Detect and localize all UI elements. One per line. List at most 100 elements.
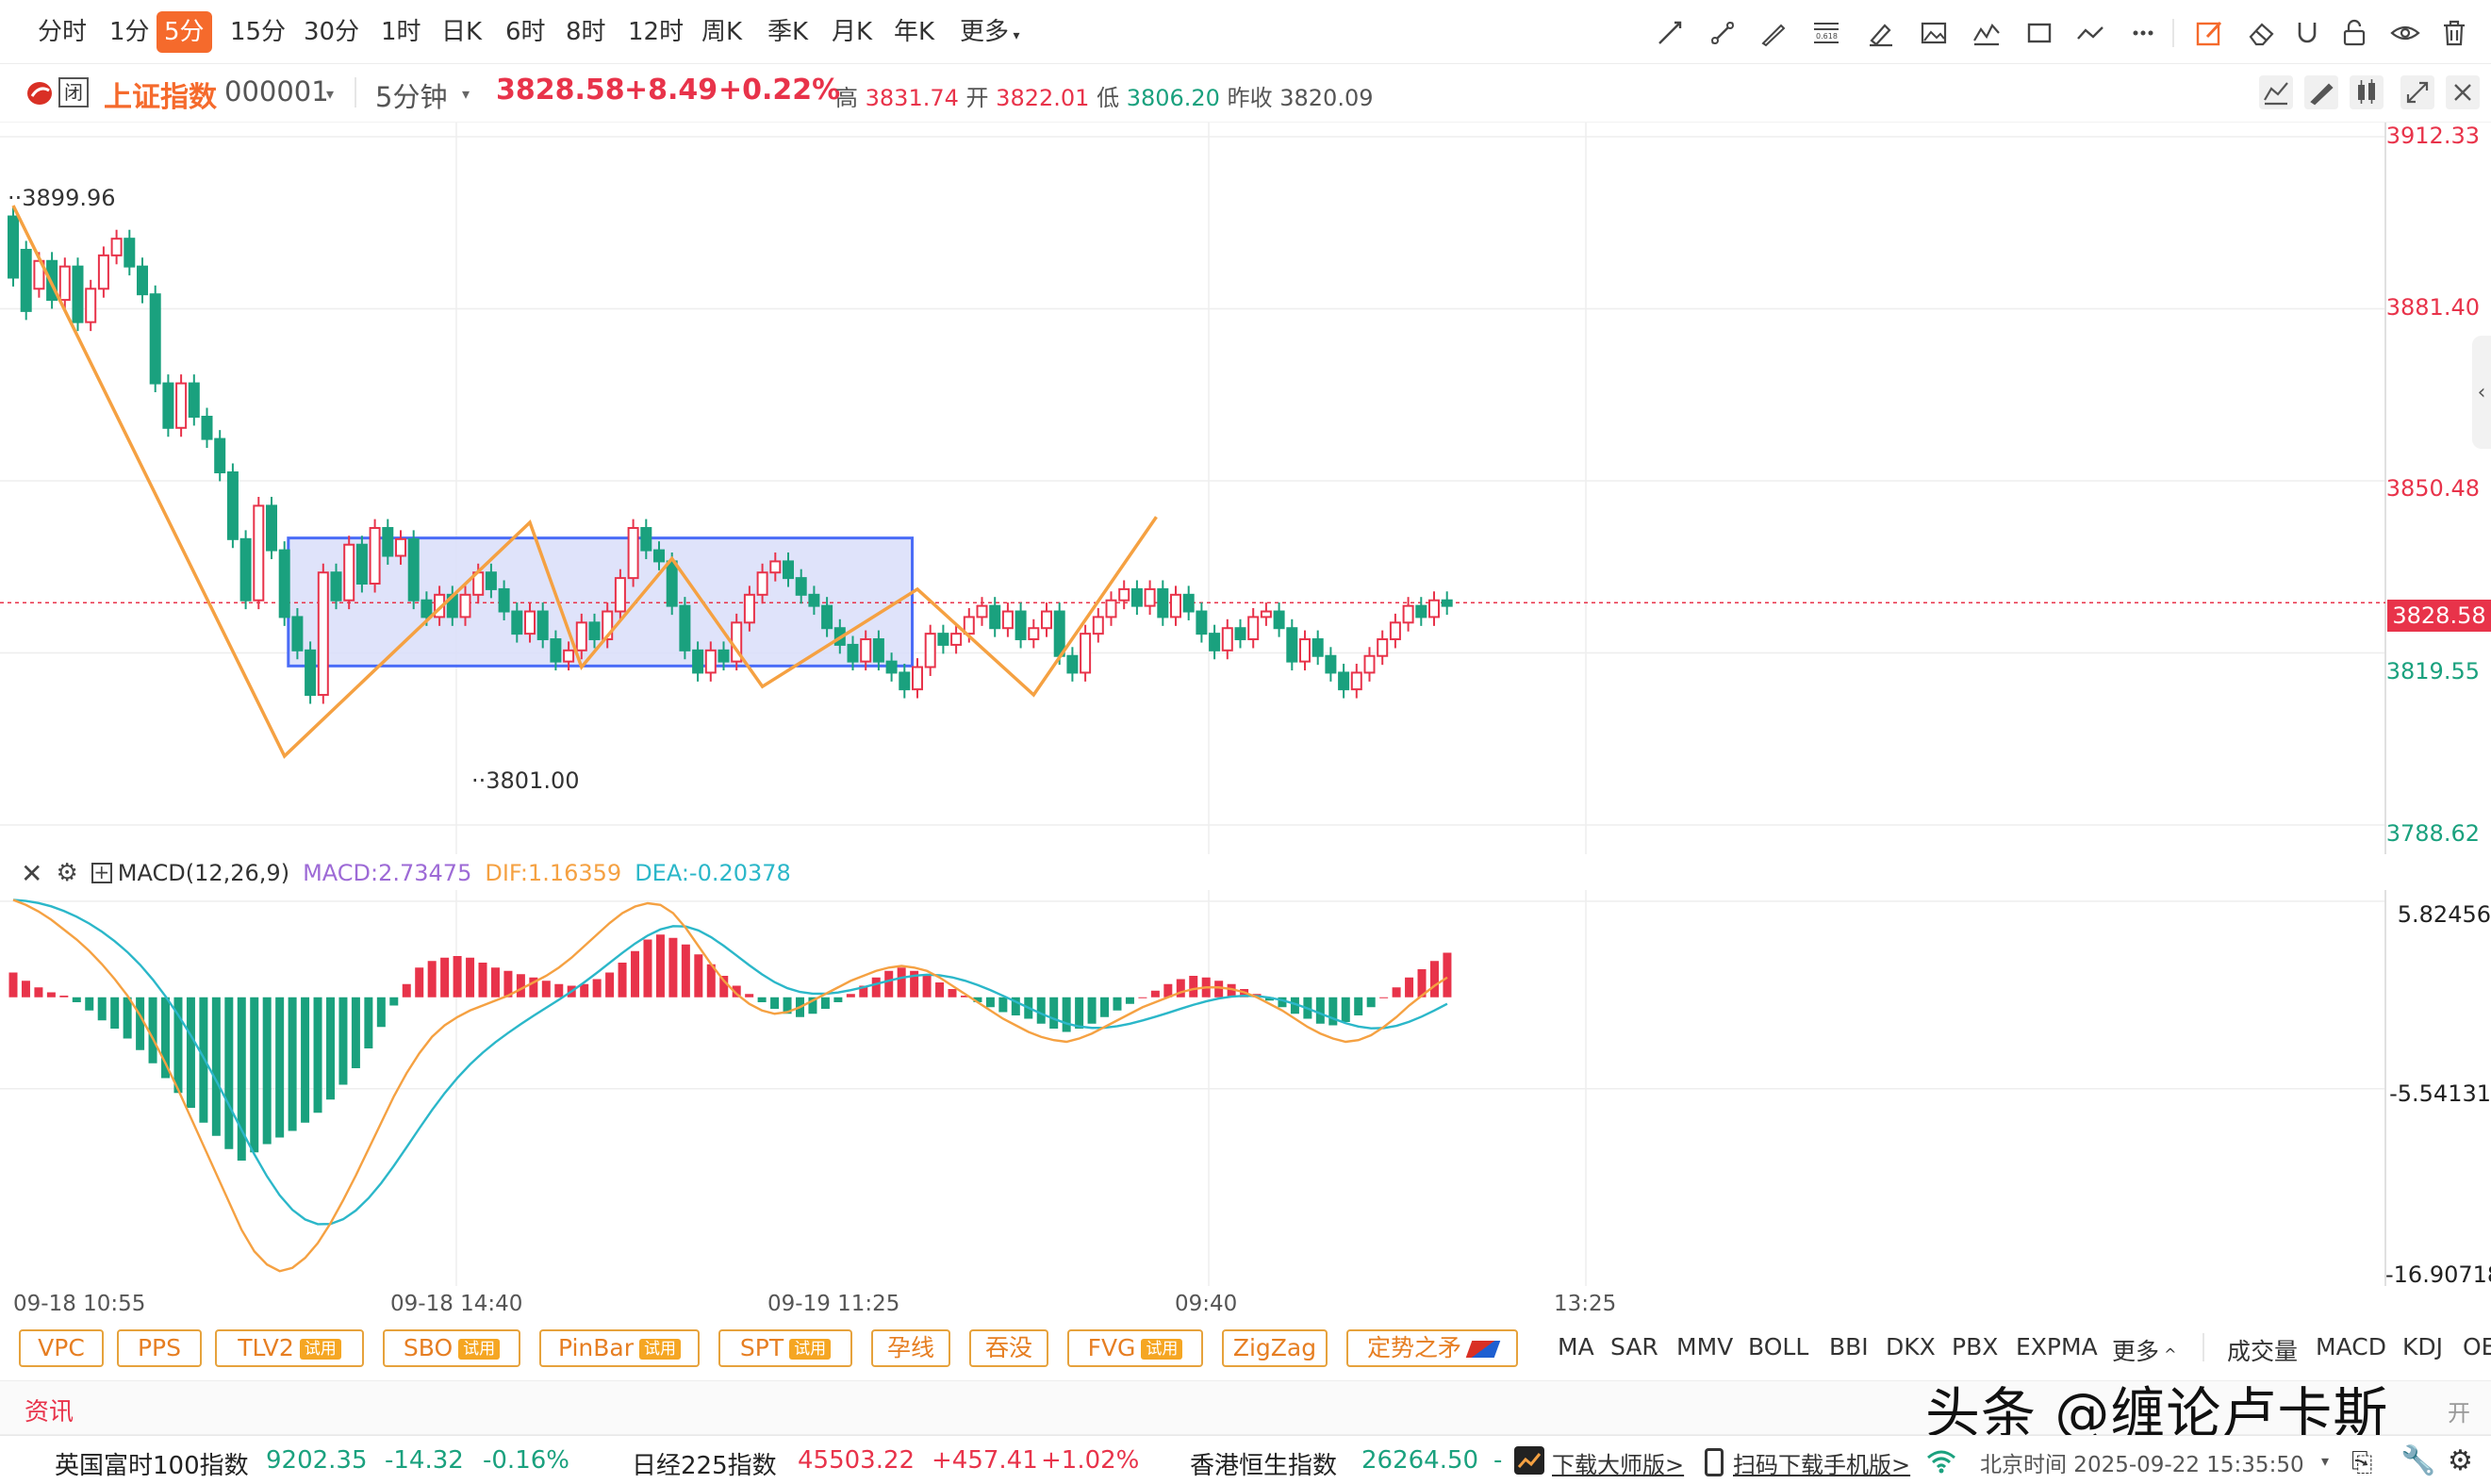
download-desktop-link[interactable]: 下载大师版> [1552,1452,1685,1478]
candle-down [1066,654,1079,674]
macd-bar-negative [1036,997,1046,1024]
trial-badge: 试用 [299,1339,341,1360]
magnet-icon[interactable] [2291,17,2323,49]
news-expand-button[interactable]: 开 [2448,1400,2470,1426]
interval-label[interactable]: 5分钟 [375,81,448,113]
image-icon[interactable] [1918,17,1950,49]
attachment-icon[interactable]: ⎘ [2351,1446,2373,1477]
footer-settings-icon[interactable]: ⚙ [2448,1444,2473,1477]
draw-mode-icon[interactable] [2193,17,2225,49]
add-indicator-icon[interactable]: + [91,863,112,883]
candle-up [1105,599,1117,618]
main-indicator-bbi[interactable]: BBI [1829,1333,1869,1360]
indicator-vpc-button[interactable]: VPC [19,1329,104,1367]
macd-bar-positive [1227,983,1236,998]
wrench-icon[interactable]: 🔧 [2400,1444,2436,1477]
indicator-tlv2-button[interactable]: TLV2 试用 [215,1329,364,1367]
candle-down [266,504,277,552]
period-1h[interactable]: 1时 [381,18,421,46]
indicator-zigzag-button[interactable]: ZigZag [1222,1329,1328,1367]
close-indicator-icon[interactable]: ✕ [21,857,43,889]
current-price: 3828.58 [496,74,625,107]
indicator-pps-button[interactable]: PPS [117,1329,202,1367]
lock-icon[interactable] [2338,17,2370,49]
indicator-fvg-button[interactable]: FVG 试用 [1067,1329,1203,1367]
download-mobile-link[interactable]: 扫码下载手机版> [1733,1452,1911,1478]
main-indicator-ma[interactable]: MA [1558,1333,1594,1360]
eye-icon[interactable] [2389,17,2421,49]
settings-icon[interactable]: ⚙ [56,859,78,887]
macd-bar-positive [490,967,500,998]
fullscreen-icon[interactable] [2400,75,2434,109]
trend-line-icon[interactable] [1654,17,1686,49]
macd-bar-negative [161,997,171,1079]
main-indicator-more[interactable]: 更多 ^ [2112,1333,2177,1367]
macd-chart[interactable] [0,890,2491,1286]
sub-indicator-volume[interactable]: 成交量 [2227,1338,2299,1365]
main-indicator-expma[interactable]: EXPMA [2016,1333,2098,1360]
collapse-panel-handle[interactable]: ‹ [2472,336,2491,449]
beijing-clock: 北京时间 2025-09-22 15:35:50 [1980,1453,2304,1477]
period-15min[interactable]: 15分 [230,18,287,46]
candle-up [1092,616,1104,635]
indicator-pinbar-button[interactable]: PinBar 试用 [539,1329,700,1367]
indicator-dingshi-button[interactable]: 定势之矛 [1346,1329,1518,1367]
wave-tool-icon[interactable] [1971,17,2003,49]
news-tab[interactable]: 资讯 [25,1398,74,1426]
period-8h[interactable]: 8时 [566,18,606,46]
candle-up [253,504,265,602]
indicator-engulfing-button[interactable]: 吞没 [969,1329,1048,1367]
main-indicator-mmv[interactable]: MMV [1676,1333,1734,1360]
eraser-icon[interactable] [2246,17,2278,49]
period-fenshi[interactable]: 分时 [38,18,88,46]
period-more[interactable]: 更多 ▾ [960,11,1020,53]
period-1min[interactable]: 1分 [109,18,150,46]
segment-tool-icon[interactable] [1707,17,1739,49]
indicator-label: 吞没 [984,1334,1032,1361]
trash-icon[interactable] [2438,17,2470,49]
macd-bar-positive [503,970,513,998]
main-indicator-pbx[interactable]: PBX [1952,1333,1999,1360]
ticker-nikkei-name[interactable]: 日经225指数 [632,1452,777,1480]
sub-indicator-oe[interactable]: OE [2463,1333,2491,1360]
indicator-sbo-button[interactable]: SBO 试用 [383,1329,520,1367]
main-indicator-boll[interactable]: BOLL [1748,1333,1809,1360]
rectangle-tool-icon[interactable] [2023,17,2055,49]
period-6h[interactable]: 6时 [505,18,546,46]
period-month[interactable]: 月K [832,18,873,46]
sub-indicator-macd[interactable]: MACD [2316,1333,2386,1360]
period-5min[interactable]: 5分 [157,11,212,53]
symbol-dropdown-icon[interactable]: ▾ [326,85,335,103]
ticker-ftse-name[interactable]: 英国富时100指数 [55,1452,249,1480]
macd-bar-positive [592,979,602,998]
main-indicator-sar[interactable]: SAR [1610,1333,1658,1360]
period-day[interactable]: 日K [441,18,483,46]
index-name[interactable]: 上证指数 [104,81,217,114]
period-12h[interactable]: 12时 [628,18,685,46]
period-quarter[interactable]: 季K [767,18,809,46]
indicator-divider [2202,1333,2204,1361]
main-indicator-dkx[interactable]: DKX [1886,1333,1936,1360]
candle-style-icon[interactable] [2350,75,2384,109]
candlestick-chart[interactable] [0,123,2491,854]
index-code[interactable]: 000001 [224,75,329,107]
more-tools-icon[interactable] [2127,17,2159,49]
close-chart-icon[interactable] [2446,75,2480,109]
sub-indicator-kdj[interactable]: KDJ [2402,1333,2444,1360]
candle-down [536,610,549,641]
ticker-hsi-name[interactable]: 香港恒生指数 [1190,1452,1338,1480]
ticker-hsi-change: - [1493,1446,1503,1475]
edit-chart-icon[interactable] [2304,75,2338,109]
indicator-harami-button[interactable]: 孕线 [871,1329,950,1367]
period-30min[interactable]: 30分 [304,18,360,46]
period-year[interactable]: 年K [894,18,935,46]
indicator-spt-button[interactable]: SPT 试用 [718,1329,852,1367]
pen-tool-icon[interactable] [1757,17,1790,49]
brush-icon[interactable] [1865,17,1897,49]
fibonacci-icon[interactable]: 0.618 [1810,17,1842,49]
chart-type-icon[interactable] [2259,75,2293,109]
polyline-tool-icon[interactable] [2074,17,2106,49]
clock-dropdown-icon[interactable]: ▾ [2321,1452,2330,1470]
period-week[interactable]: 周K [701,18,743,46]
interval-dropdown-icon[interactable]: ▾ [462,85,470,103]
